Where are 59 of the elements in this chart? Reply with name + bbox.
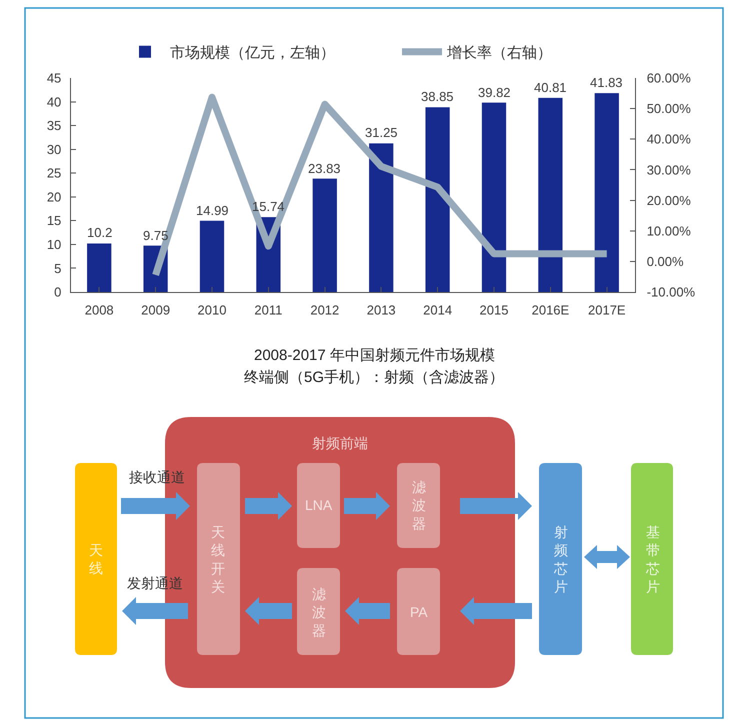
x-tick-label: 2015 xyxy=(480,302,508,318)
bar xyxy=(369,143,394,292)
bar xyxy=(425,107,450,292)
text: 滤波器 xyxy=(412,479,426,532)
bar xyxy=(482,102,506,292)
bar xyxy=(87,243,112,292)
data-label: 10.2 xyxy=(87,225,112,240)
x-tick-label: 2012 xyxy=(310,302,340,318)
y2-tick-label: 60.00% xyxy=(646,70,692,86)
y-tick-label: 40 xyxy=(46,94,62,110)
y-tick-label: 15 xyxy=(46,213,62,228)
text: 基带芯片 xyxy=(645,524,660,595)
data-label: 40.81 xyxy=(534,80,567,95)
data-label: 41.83 xyxy=(590,75,623,90)
y2-tick-label: 20.00% xyxy=(646,192,692,208)
y-tick-label: 5 xyxy=(54,260,62,276)
y2-tick-label: 30.00% xyxy=(646,162,692,178)
text: PA xyxy=(410,604,428,620)
text: 射频前端 xyxy=(312,435,368,451)
y-tick-label: 0 xyxy=(54,284,62,300)
text: 天线开关 xyxy=(211,524,225,595)
data-label: 39.82 xyxy=(478,85,511,100)
bar xyxy=(594,93,619,292)
text: 终端侧（5G手机）：射频（含滤波器） xyxy=(244,369,504,386)
y-tick-label: 10 xyxy=(46,236,62,252)
data-label: 38.85 xyxy=(421,89,454,104)
y2-tick-label: 10.00% xyxy=(646,223,692,238)
x-tick-label: 2008 xyxy=(84,302,114,318)
y2-tick-label: 50.00% xyxy=(646,101,692,116)
text: 射频芯片 xyxy=(553,524,568,595)
x-tick-label: 2009 xyxy=(141,302,170,318)
x-tick-label: 2014 xyxy=(423,302,452,318)
text: 2008-2017 年中国射频元件市场规模 xyxy=(254,347,495,364)
y-tick-label: 25 xyxy=(46,166,62,181)
x-tick-label: 2011 xyxy=(254,302,282,318)
bar xyxy=(538,98,563,292)
x-tick-label: 2017E xyxy=(588,302,626,318)
x-tick-label: 2013 xyxy=(366,302,396,318)
text: LNA xyxy=(305,497,333,513)
legend-label: 市场规模（亿元，左轴） xyxy=(170,44,335,62)
y2-tick-label: 0.00% xyxy=(646,254,684,269)
y2-tick-label: -10.00% xyxy=(646,284,696,300)
text: 滤波器 xyxy=(312,586,326,638)
data-label: 31.25 xyxy=(365,125,398,140)
bar xyxy=(312,178,337,292)
y2-tick-label: 40.00% xyxy=(646,132,692,147)
data-label: 9.75 xyxy=(143,228,168,243)
data-label: 14.99 xyxy=(196,203,229,218)
y-tick-label: 45 xyxy=(46,70,62,86)
x-tick-label: 2010 xyxy=(198,302,226,318)
legend-label: 增长率（右轴） xyxy=(446,44,552,62)
bar xyxy=(200,220,224,292)
data-label: 23.83 xyxy=(308,161,341,176)
data-label: 15.74 xyxy=(252,199,285,214)
x-tick-label: 2016E xyxy=(532,302,570,318)
y-tick-label: 20 xyxy=(46,189,62,204)
text: 天线 xyxy=(89,542,103,576)
y-tick-label: 35 xyxy=(46,118,62,134)
y-tick-label: 30 xyxy=(46,142,62,157)
